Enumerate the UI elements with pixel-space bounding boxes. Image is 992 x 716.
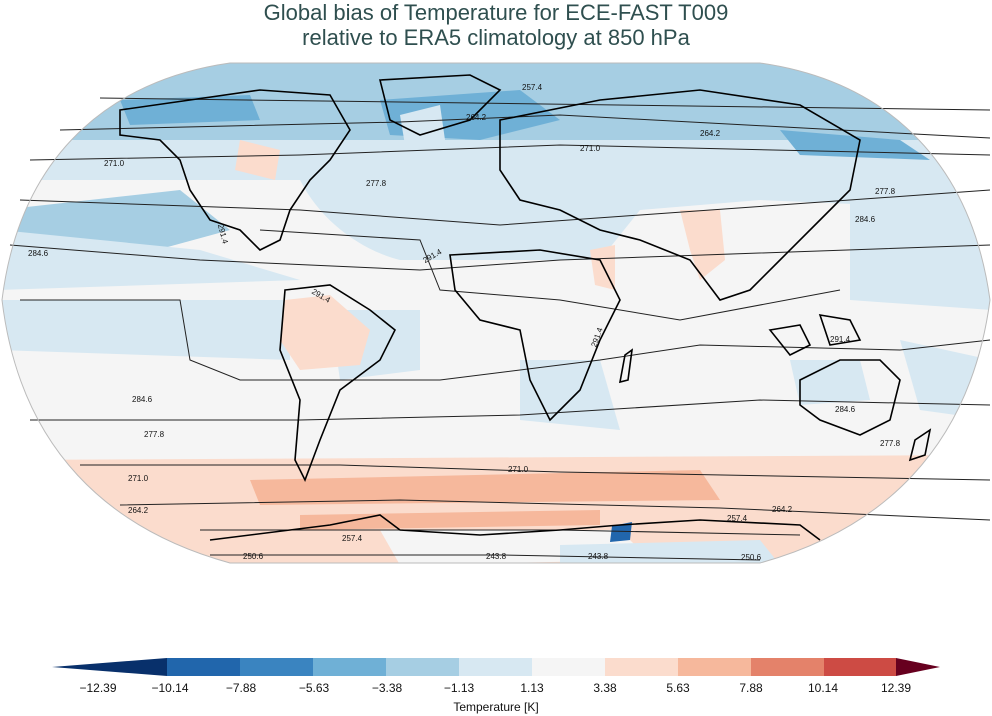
svg-text:271.0: 271.0 [104,159,125,168]
tick-label: 10.14 [807,681,839,695]
svg-text:284.6: 284.6 [28,249,49,258]
bias-field [2,63,990,563]
tick-label: 3.38 [593,681,617,695]
tick-label: −12.39 [79,681,117,695]
colorbar-label: Temperature [K] [453,700,539,714]
tick-label: 1.13 [520,681,544,695]
svg-text:271.0: 271.0 [128,474,149,483]
svg-text:257.4: 257.4 [727,514,748,523]
svg-text:250.6: 250.6 [243,552,264,561]
svg-text:243.8: 243.8 [588,552,609,561]
colorbar-extend-max [896,658,940,676]
svg-text:257.4: 257.4 [522,83,543,92]
contour-labels: 257.4 264.2 264.2 271.0 271.0 277.8 277.… [28,83,901,562]
chart-title-line-2: relative to ERA5 climatology at 850 hPa [302,25,690,50]
svg-text:277.8: 277.8 [880,439,901,448]
tick-label: −7.88 [225,681,257,695]
tick-label: 7.88 [739,681,763,695]
chart-title-line-1: Global bias of Temperature for ECE-FAST … [263,0,729,25]
chart-title: Global bias of Temperature for ECE-FAST … [0,0,992,50]
tick-label: −3.38 [371,681,403,695]
svg-text:243.8: 243.8 [486,552,507,561]
coastlines [119,74,932,541]
colorbar-extend-min [52,658,167,676]
svg-text:264.2: 264.2 [466,113,487,122]
svg-text:284.6: 284.6 [835,405,856,414]
contour-lines [9,97,991,561]
svg-text:257.4: 257.4 [342,534,363,543]
tick-label: −5.63 [298,681,330,695]
world-map: 257.4 264.2 264.2 271.0 271.0 277.8 277.… [1,62,991,564]
tick-label: 12.39 [880,681,912,695]
svg-text:264.2: 264.2 [700,129,721,138]
svg-text:264.2: 264.2 [128,506,149,515]
colorbar [52,658,940,676]
svg-text:277.8: 277.8 [875,187,896,196]
map-boundary [1,62,991,564]
svg-text:284.6: 284.6 [855,215,876,224]
svg-text:277.8: 277.8 [144,430,165,439]
svg-text:271.0: 271.0 [508,465,529,474]
tick-label: 5.63 [666,681,690,695]
colorbar-ticks: −12.39 −10.14 −7.88 −5.63 −3.38 −1.13 1.… [0,681,992,699]
svg-text:277.8: 277.8 [366,179,387,188]
tick-label: −1.13 [443,681,475,695]
svg-text:291.4: 291.4 [830,335,851,344]
svg-text:250.6: 250.6 [741,553,762,562]
svg-text:284.6: 284.6 [132,395,153,404]
tick-label: −10.14 [151,681,189,695]
svg-text:271.0: 271.0 [580,144,601,153]
svg-text:264.2: 264.2 [772,505,793,514]
